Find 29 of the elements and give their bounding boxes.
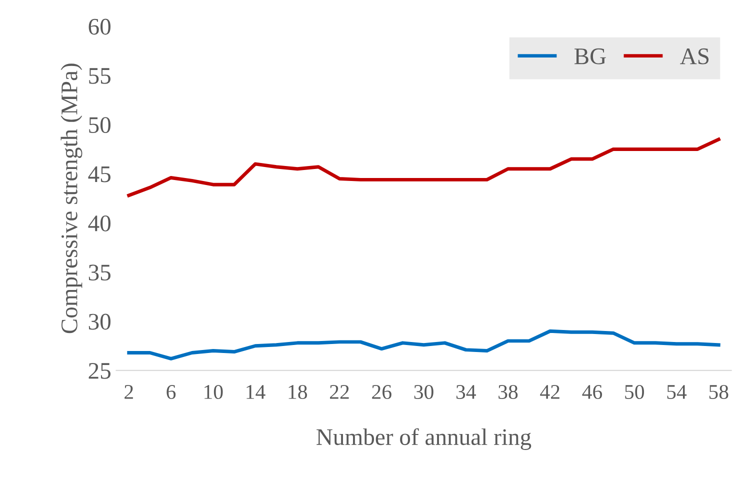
x-tick-label: 14: [246, 385, 266, 399]
x-tick-label: 42: [540, 385, 560, 399]
x-tick-label: 54: [667, 385, 687, 399]
y-tick-label: 60: [88, 18, 110, 35]
legend-label: BG: [574, 48, 606, 64]
y-tick-label: 25: [88, 363, 110, 379]
x-tick-label: 2: [124, 385, 133, 399]
x-tick-label: 50: [625, 384, 644, 399]
x-tick-label: 30: [414, 384, 434, 399]
line-series: [127, 138, 720, 198]
y-tick-label: 55: [89, 68, 110, 84]
x-tick-label: 18: [288, 384, 308, 399]
y-tick-label: 45: [88, 166, 110, 182]
x-tick-label: 38: [498, 384, 518, 399]
y-tick-label: 50: [89, 117, 110, 134]
y-tick-label: 30: [88, 314, 110, 330]
y-tick-label: 35: [88, 264, 110, 281]
x-tick-label: 26: [372, 385, 392, 399]
x-tick-label: 6: [166, 385, 176, 399]
x-tick-label: 10: [204, 384, 223, 399]
legend-label: AS: [680, 48, 709, 64]
x-axis-title: Number of annual ring: [316, 428, 532, 450]
x-tick-label: 46: [582, 385, 602, 399]
y-tick-label: 40: [88, 215, 110, 232]
x-tick-label: 58: [709, 384, 728, 399]
y-axis-title: Compressive strength (MPa): [60, 64, 82, 334]
x-tick-label: 34: [456, 385, 476, 399]
x-tick-label: 22: [330, 385, 349, 399]
line-series: [127, 329, 720, 360]
